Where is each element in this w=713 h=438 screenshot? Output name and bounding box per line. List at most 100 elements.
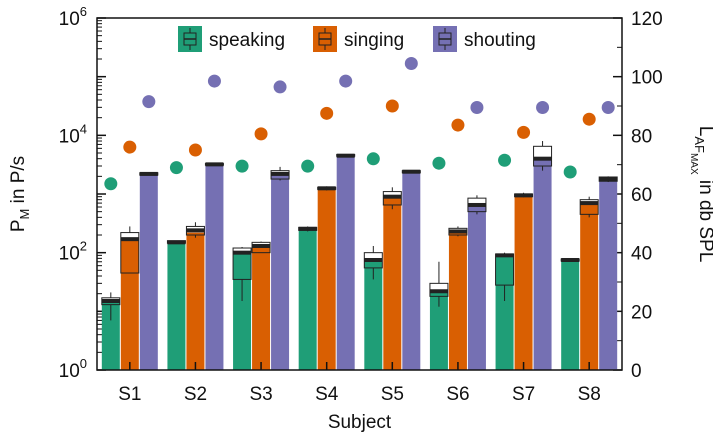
bar-singing	[120, 239, 139, 370]
x-tick-label: S8	[578, 384, 601, 405]
y-right-title-sub: AF	[692, 136, 707, 153]
level-dot-shouting	[339, 74, 353, 88]
bar-speaking	[429, 291, 448, 370]
bar-shouting	[599, 179, 618, 370]
box-median-shouting	[467, 202, 486, 207]
level-dot-speaking	[235, 159, 249, 173]
box-median-shouting	[599, 177, 618, 182]
bar-shouting	[271, 173, 290, 370]
y-right-tick-label: 0	[631, 361, 642, 382]
box-shouting	[533, 145, 553, 167]
legend: speaking singing shouting	[178, 26, 536, 52]
y-left-tick-label: 106	[59, 4, 87, 30]
y-left-tick-label: 102	[59, 239, 87, 265]
y-left-title-rest: in P/s	[8, 156, 29, 209]
bar-shouting	[139, 173, 158, 370]
plot-frame	[96, 17, 623, 371]
y-right-tick-label: 80	[631, 126, 652, 147]
level-dot-speaking	[104, 177, 118, 191]
box-fill-singing	[383, 191, 402, 197]
bar-shouting	[336, 155, 355, 370]
x-tick-label: S6	[446, 384, 469, 405]
box-median-singing	[514, 193, 533, 198]
box-median-speaking	[101, 299, 120, 304]
box-median-singing	[580, 201, 599, 206]
box-median-shouting	[205, 162, 224, 167]
bar-singing	[580, 203, 599, 370]
x-tick-label: S7	[512, 384, 535, 405]
level-dot-singing	[385, 99, 399, 113]
y-left-title-main: P	[8, 219, 29, 232]
box-fill-shouting	[467, 198, 486, 205]
box-median-shouting	[271, 171, 290, 176]
box-fill-speaking	[429, 283, 448, 292]
box-median-speaking	[429, 289, 448, 294]
bar-singing	[252, 245, 271, 370]
y-right-tick-label: 60	[631, 185, 652, 206]
box-median-speaking	[561, 257, 580, 262]
x-tick-label: S4	[315, 384, 339, 405]
level-dot-speaking	[498, 153, 512, 167]
legend-label-shouting: shouting	[464, 30, 536, 51]
y-left-title-sub: M	[17, 209, 32, 220]
box-median-shouting	[336, 153, 355, 158]
bar-speaking	[167, 242, 186, 370]
box-fill-speaking	[364, 252, 383, 260]
bar-singing	[186, 232, 205, 370]
box-fill-singing	[120, 232, 139, 240]
x-axis-ticks: S1 S2 S3 S4 S5 S6 S7 S8	[118, 362, 601, 405]
level-dot-singing	[188, 143, 202, 157]
bar-singing	[317, 188, 336, 370]
y-left-tick-label: 100	[59, 356, 87, 382]
box-median-speaking	[233, 250, 252, 255]
box-median-speaking	[298, 226, 317, 231]
level-dot-singing	[320, 106, 334, 120]
level-dot-speaking	[169, 161, 183, 175]
bar-singing	[448, 231, 467, 370]
x-tick-label: S3	[249, 384, 272, 405]
bar-speaking	[561, 259, 580, 370]
boxes-layer	[101, 141, 618, 321]
x-axis-title: Subject	[328, 412, 392, 433]
y-right-title-main: L	[695, 126, 713, 137]
left-axis-ticks: 100 102 104 106	[59, 4, 106, 382]
legend-label-speaking: speaking	[209, 30, 285, 51]
level-dot-shouting	[536, 100, 550, 114]
bars-layer	[101, 155, 618, 370]
y-right-title-subsub: MAX	[688, 153, 699, 175]
right-axis-ticks: 0 20 40 60 80 100 120	[613, 9, 663, 382]
box-median-singing	[317, 186, 336, 191]
bar-speaking	[101, 302, 120, 370]
y-axis-left-title: PM in P/s	[8, 156, 32, 232]
bar-shouting	[205, 164, 224, 370]
level-dot-shouting	[273, 80, 287, 94]
x-tick-label: S1	[118, 384, 141, 405]
level-dot-shouting	[404, 56, 418, 70]
level-dot-singing	[582, 112, 596, 126]
level-dot-speaking	[563, 165, 577, 179]
bar-shouting	[402, 171, 421, 370]
box-median-speaking	[495, 253, 514, 258]
legend-label-singing: singing	[344, 30, 404, 51]
level-dot-shouting	[207, 74, 221, 88]
box-median-speaking	[364, 257, 383, 262]
box-singing	[579, 199, 599, 215]
y-right-tick-label: 20	[631, 302, 652, 323]
y-axis-right-title: LAFMAX in db SPL	[688, 126, 713, 263]
box-median-shouting	[139, 171, 158, 176]
level-dot-shouting	[142, 95, 156, 109]
level-dot-shouting	[470, 100, 484, 114]
box-fill-speaking	[233, 248, 252, 253]
y-right-title-rest: in db SPL	[695, 175, 713, 263]
bar-shouting	[533, 158, 552, 370]
box-fill-shouting	[533, 146, 552, 159]
box-singing	[120, 232, 140, 274]
box-median-singing	[252, 243, 271, 248]
level-dot-singing	[254, 127, 268, 141]
box-median-singing	[448, 229, 467, 234]
box-median-shouting	[402, 169, 421, 174]
bar-speaking	[298, 229, 317, 370]
x-tick-label: S2	[184, 384, 207, 405]
y-right-tick-label: 120	[631, 9, 663, 30]
